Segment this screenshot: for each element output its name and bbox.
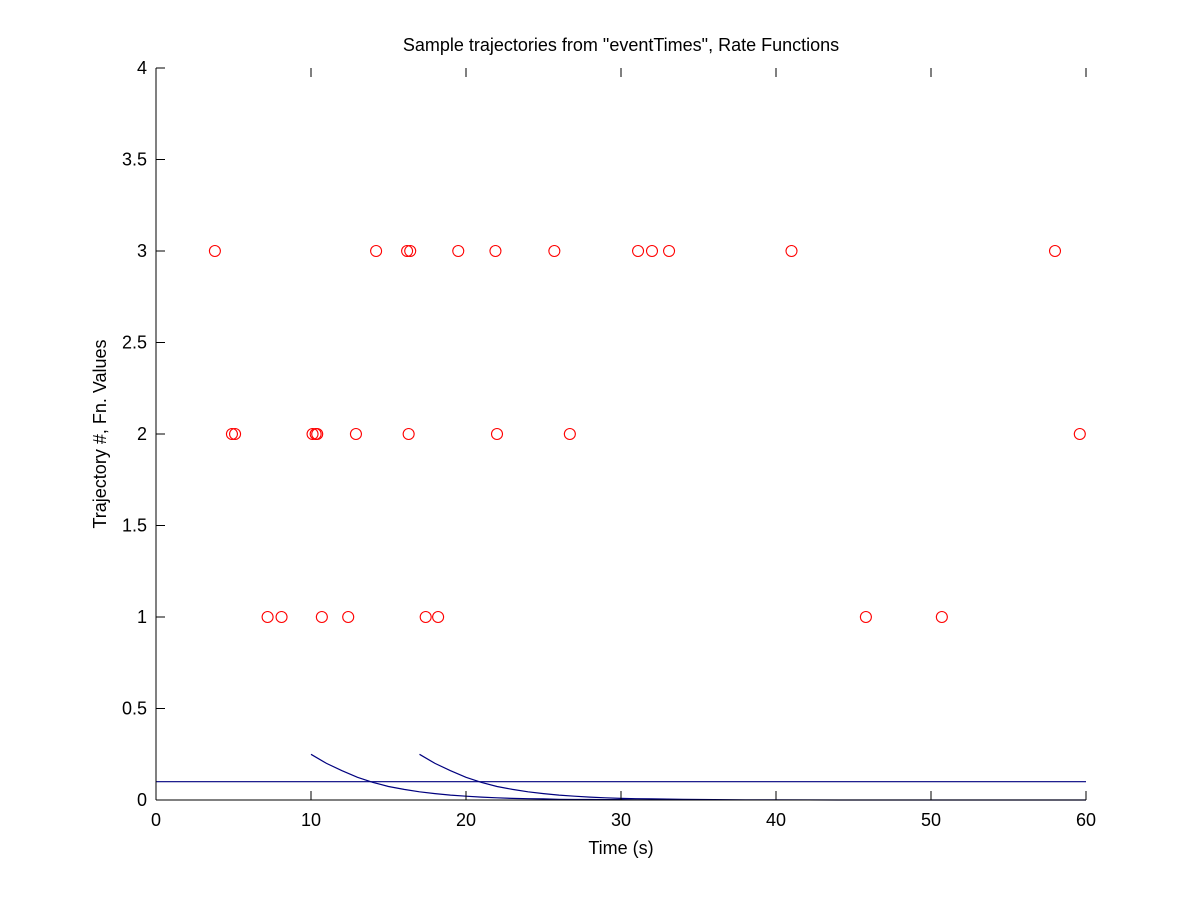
event-marker-trajectory-1 bbox=[275, 610, 288, 624]
event-marker-trajectory-1 bbox=[935, 610, 948, 624]
event-marker-trajectory-1 bbox=[419, 610, 432, 624]
event-marker-trajectory-3 bbox=[208, 244, 221, 258]
x-tick-label: 20 bbox=[456, 810, 476, 830]
event-marker-trajectory-3 bbox=[370, 244, 383, 258]
event-marker-trajectory-3 bbox=[645, 244, 659, 258]
event-marker-trajectory-2 bbox=[229, 427, 242, 441]
event-marker-trajectory-2 bbox=[311, 427, 324, 441]
x-tick-label: 50 bbox=[921, 810, 941, 830]
event-marker-trajectory-3 bbox=[785, 244, 798, 258]
x-tick-label: 0 bbox=[151, 810, 161, 830]
event-marker-trajectory-2 bbox=[563, 427, 576, 441]
y-tick-label: 3 bbox=[137, 241, 147, 261]
event-marker-trajectory-3 bbox=[662, 244, 676, 258]
y-tick-label: 2.5 bbox=[122, 333, 147, 353]
event-marker-trajectory-1 bbox=[261, 610, 274, 624]
event-marker-trajectory-1 bbox=[342, 610, 355, 624]
plot-area bbox=[156, 244, 1086, 801]
event-marker-trajectory-3 bbox=[401, 244, 414, 258]
y-tick-label: 0 bbox=[137, 790, 147, 810]
event-marker-trajectory-3 bbox=[548, 244, 561, 258]
event-marker-trajectory-2 bbox=[1073, 427, 1086, 441]
axes: 0 10 20 30 40 50 60 0 0.5 1 1.5 2 2.5 3 3.5 4 bbox=[122, 58, 1096, 830]
event-markers bbox=[208, 244, 1086, 624]
x-axis-label: Time (s) bbox=[588, 838, 653, 858]
y-tick-label: 3.5 bbox=[122, 150, 147, 170]
event-marker-trajectory-1 bbox=[432, 610, 445, 624]
y-tick-label: 4 bbox=[137, 58, 147, 78]
event-marker-trajectory-1 bbox=[859, 610, 872, 624]
event-marker-trajectory-3 bbox=[1048, 244, 1062, 258]
event-marker-trajectory-1 bbox=[315, 610, 328, 624]
event-marker-trajectory-3 bbox=[631, 244, 645, 258]
event-marker-trajectory-3 bbox=[404, 244, 417, 258]
y-ticks: 0 0.5 1 1.5 2 2.5 3 3.5 4 bbox=[122, 58, 165, 810]
event-marker-trajectory-2 bbox=[402, 427, 415, 441]
x-tick-label: 60 bbox=[1076, 810, 1096, 830]
y-tick-label: 1.5 bbox=[122, 516, 147, 536]
y-tick-label: 0.5 bbox=[122, 699, 147, 719]
event-marker-trajectory-3 bbox=[489, 244, 502, 258]
x-tick-label: 10 bbox=[301, 810, 321, 830]
x-tick-label: 40 bbox=[766, 810, 786, 830]
chart-title: Sample trajectories from "eventTimes", R… bbox=[403, 35, 839, 55]
y-axis-label: Trajectory #, Fn. Values bbox=[90, 339, 110, 528]
event-marker-trajectory-3 bbox=[452, 244, 465, 258]
event-marker-trajectory-2 bbox=[490, 427, 504, 441]
x-tick-label: 30 bbox=[611, 810, 631, 830]
event-marker-trajectory-2 bbox=[306, 427, 319, 441]
y-tick-label: 1 bbox=[137, 607, 147, 627]
y-tick-label: 2 bbox=[137, 424, 147, 444]
x-ticks: 0 10 20 30 40 50 60 bbox=[151, 68, 1096, 830]
event-marker-trajectory-2 bbox=[225, 427, 238, 441]
event-marker-trajectory-2 bbox=[349, 427, 363, 441]
